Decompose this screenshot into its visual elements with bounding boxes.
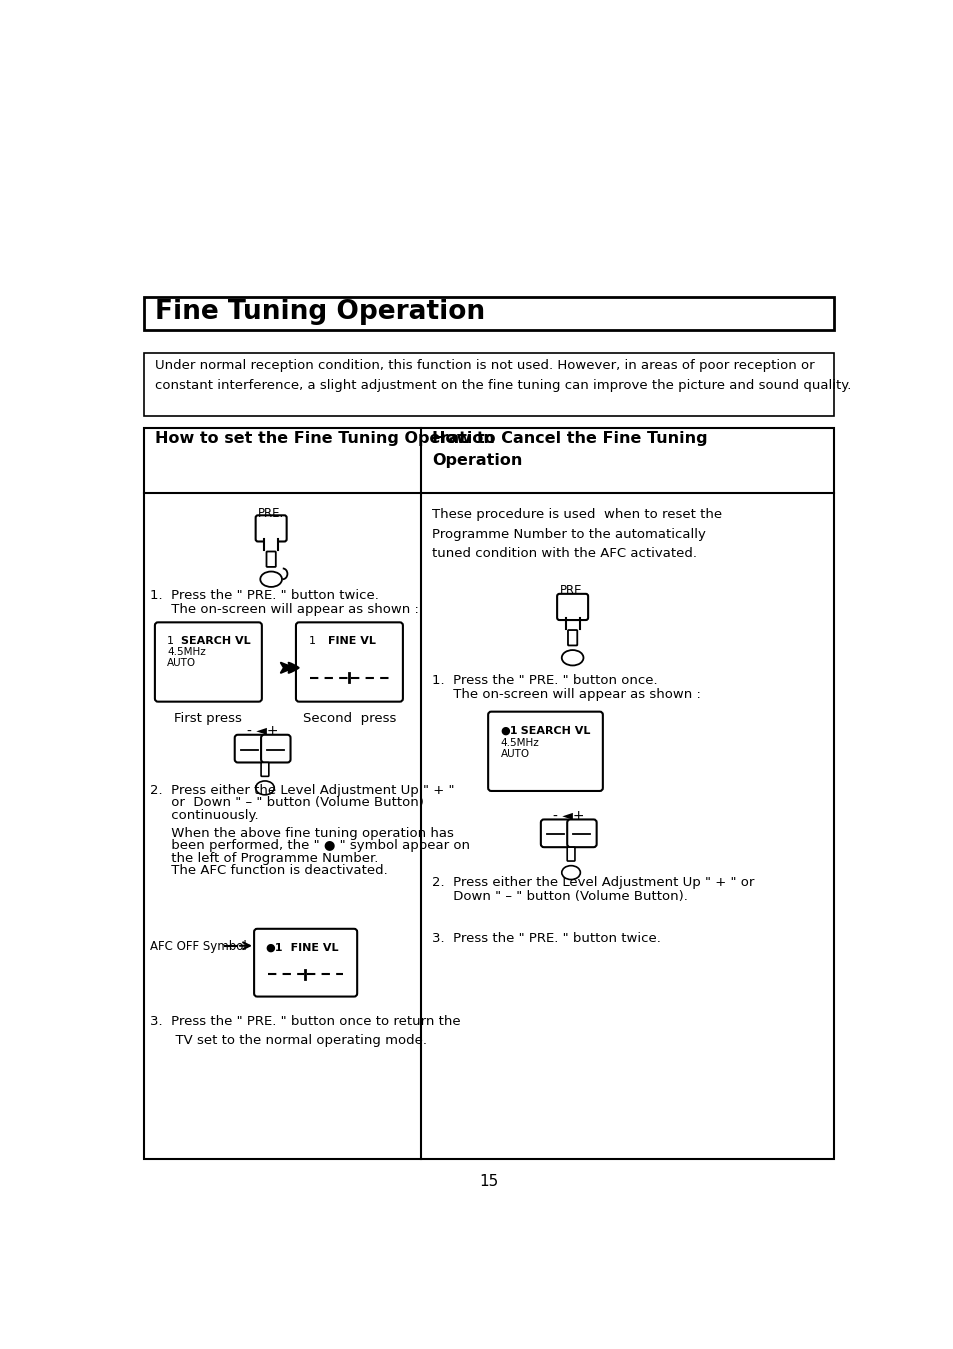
Text: PRE.: PRE. bbox=[257, 507, 284, 519]
Text: AUTO: AUTO bbox=[500, 749, 529, 758]
FancyBboxPatch shape bbox=[253, 929, 356, 997]
FancyBboxPatch shape bbox=[255, 515, 286, 541]
Text: or  Down " – " button (Volume Button): or Down " – " button (Volume Button) bbox=[150, 796, 424, 809]
Text: PRE.: PRE. bbox=[558, 584, 585, 596]
Text: 2.  Press either the Level Adjustment Up " + ": 2. Press either the Level Adjustment Up … bbox=[150, 784, 455, 797]
Text: The on-screen will appear as shown :: The on-screen will appear as shown : bbox=[150, 603, 418, 616]
Bar bbox=[144, 353, 833, 415]
Text: 1: 1 bbox=[308, 637, 315, 646]
Bar bbox=[144, 297, 833, 329]
Text: - ◄+: - ◄+ bbox=[553, 808, 584, 823]
Ellipse shape bbox=[561, 866, 579, 880]
Text: 15: 15 bbox=[478, 1175, 498, 1190]
Bar bbox=[264, 540, 278, 550]
Text: SEARCH VL: SEARCH VL bbox=[513, 726, 590, 735]
FancyBboxPatch shape bbox=[261, 762, 269, 776]
Text: AUTO: AUTO bbox=[167, 658, 196, 668]
Text: 4.5MHz: 4.5MHz bbox=[500, 738, 538, 747]
FancyBboxPatch shape bbox=[295, 622, 402, 701]
Text: How to Cancel the Fine Tuning
Operation: How to Cancel the Fine Tuning Operation bbox=[432, 432, 707, 468]
Text: When the above fine tuning operation has: When the above fine tuning operation has bbox=[150, 827, 454, 840]
Text: ●1: ●1 bbox=[265, 943, 282, 952]
Text: 1.  Press the " PRE. " button once.: 1. Press the " PRE. " button once. bbox=[432, 674, 658, 687]
Text: AFC OFF Symbol: AFC OFF Symbol bbox=[150, 940, 247, 952]
Text: been performed, the " ● " symbol appear on: been performed, the " ● " symbol appear … bbox=[150, 839, 470, 853]
Text: Second  press: Second press bbox=[302, 712, 395, 726]
Text: FINE VL: FINE VL bbox=[278, 943, 338, 952]
Text: 1: 1 bbox=[167, 637, 174, 646]
Text: The AFC function is deactivated.: The AFC function is deactivated. bbox=[150, 865, 388, 877]
Text: 4.5MHz: 4.5MHz bbox=[167, 648, 206, 657]
Text: continuously.: continuously. bbox=[150, 808, 258, 822]
FancyBboxPatch shape bbox=[261, 735, 291, 762]
FancyBboxPatch shape bbox=[567, 630, 577, 645]
Ellipse shape bbox=[255, 781, 274, 795]
Text: How to set the Fine Tuning Operation: How to set the Fine Tuning Operation bbox=[154, 432, 495, 447]
Text: 3.  Press the " PRE. " button once to return the
      TV set to the normal oper: 3. Press the " PRE. " button once to ret… bbox=[150, 1014, 460, 1047]
Ellipse shape bbox=[561, 650, 583, 665]
Text: The on-screen will appear as shown :: The on-screen will appear as shown : bbox=[432, 688, 700, 700]
FancyBboxPatch shape bbox=[154, 622, 261, 701]
Text: 2.  Press either the Level Adjustment Up " + " or: 2. Press either the Level Adjustment Up … bbox=[432, 877, 754, 889]
Text: ●1: ●1 bbox=[500, 726, 517, 735]
Text: 3.  Press the " PRE. " button twice.: 3. Press the " PRE. " button twice. bbox=[432, 932, 660, 944]
FancyBboxPatch shape bbox=[234, 735, 264, 762]
FancyBboxPatch shape bbox=[488, 712, 602, 791]
FancyBboxPatch shape bbox=[567, 819, 596, 847]
FancyBboxPatch shape bbox=[540, 819, 570, 847]
Text: First press: First press bbox=[174, 712, 242, 726]
Text: 1.  Press the " PRE. " button twice.: 1. Press the " PRE. " button twice. bbox=[150, 590, 378, 602]
Ellipse shape bbox=[260, 572, 282, 587]
Text: - ◄+: - ◄+ bbox=[247, 724, 278, 738]
Text: These procedure is used  when to reset the
Programme Number to the automatically: These procedure is used when to reset th… bbox=[432, 509, 721, 560]
Bar bbox=[144, 428, 833, 1159]
Text: Under normal reception condition, this function is not used. However, in areas o: Under normal reception condition, this f… bbox=[154, 359, 850, 391]
Text: the left of Programme Number.: the left of Programme Number. bbox=[150, 851, 378, 865]
Text: FINE VL: FINE VL bbox=[328, 637, 376, 646]
Text: Fine Tuning Operation: Fine Tuning Operation bbox=[154, 299, 484, 325]
Text: Down " – " button (Volume Button).: Down " – " button (Volume Button). bbox=[432, 890, 687, 904]
FancyBboxPatch shape bbox=[567, 847, 575, 861]
FancyBboxPatch shape bbox=[557, 594, 587, 621]
Text: SEARCH VL: SEARCH VL bbox=[181, 637, 251, 646]
FancyBboxPatch shape bbox=[266, 552, 275, 567]
